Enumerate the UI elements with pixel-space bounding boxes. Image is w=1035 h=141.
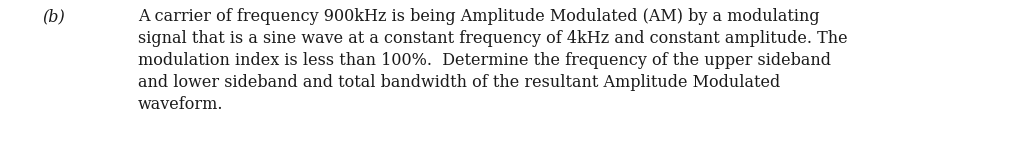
Text: (b): (b)	[42, 8, 65, 25]
Text: signal that is a sine wave at a constant frequency of 4kHz and constant amplitud: signal that is a sine wave at a constant…	[138, 30, 848, 47]
Text: and lower sideband and total bandwidth of the resultant Amplitude Modulated: and lower sideband and total bandwidth o…	[138, 74, 780, 91]
Text: modulation index is less than 100%.  Determine the frequency of the upper sideba: modulation index is less than 100%. Dete…	[138, 52, 831, 69]
Text: waveform.: waveform.	[138, 96, 224, 113]
Text: A carrier of frequency 900kHz is being Amplitude Modulated (AM) by a modulating: A carrier of frequency 900kHz is being A…	[138, 8, 820, 25]
